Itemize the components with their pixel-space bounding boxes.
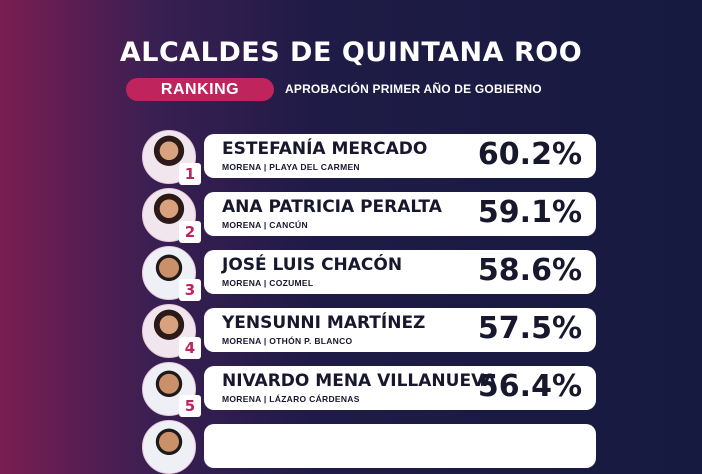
- ranking-row: 5 NIVARDO MENA VILLANUEVA MORENA | LÁZAR…: [0, 360, 702, 417]
- ranking-card: [204, 424, 596, 468]
- ranking-row-partial: [0, 418, 702, 474]
- ranking-badge: RANKING: [126, 78, 274, 101]
- page-title: ALCALDES DE QUINTANA ROO: [119, 37, 583, 68]
- party-city: MORENA | LÁZARO CÁRDENAS: [222, 394, 360, 404]
- approval-value: 60.2%: [477, 137, 582, 172]
- ranking-card: ANA PATRICIA PERALTA MORENA | CANCÚN 59.…: [204, 192, 596, 236]
- ranking-card: YENSUNNI MARTÍNEZ MORENA | OTHÓN P. BLAN…: [204, 308, 596, 352]
- avatar: [142, 420, 196, 474]
- approval-value: 59.1%: [477, 195, 582, 230]
- rank-number: 2: [179, 221, 201, 243]
- rank-number: 1: [179, 163, 201, 185]
- ranking-row: 2 ANA PATRICIA PERALTA MORENA | CANCÚN 5…: [0, 186, 702, 243]
- approval-value: 58.6%: [477, 253, 582, 288]
- mayor-name: ANA PATRICIA PERALTA: [222, 197, 442, 217]
- page-subtitle: APROBACIÓN PRIMER AÑO DE GOBIERNO: [285, 82, 542, 96]
- ranking-row: 1 ESTEFANÍA MERCADO MORENA | PLAYA DEL C…: [0, 128, 702, 185]
- ranking-card: NIVARDO MENA VILLANUEVA MORENA | LÁZARO …: [204, 366, 596, 410]
- approval-value: 57.5%: [477, 311, 582, 346]
- party-city: MORENA | PLAYA DEL CARMEN: [222, 162, 360, 172]
- avatar: 1: [142, 130, 201, 185]
- ranking-card: ESTEFANÍA MERCADO MORENA | PLAYA DEL CAR…: [204, 134, 596, 178]
- approval-value: 56.4%: [477, 369, 582, 404]
- party-city: MORENA | COZUMEL: [222, 278, 314, 288]
- mayor-name: YENSUNNI MARTÍNEZ: [222, 313, 426, 333]
- party-city: MORENA | OTHÓN P. BLANCO: [222, 336, 353, 346]
- rank-number: 5: [179, 395, 201, 417]
- ranking-row: 4 YENSUNNI MARTÍNEZ MORENA | OTHÓN P. BL…: [0, 302, 702, 359]
- avatar: 4: [142, 304, 201, 359]
- mayor-name: JOSÉ LUIS CHACÓN: [222, 255, 403, 275]
- mayor-name: NIVARDO MENA VILLANUEVA: [222, 371, 497, 391]
- rank-number: 3: [179, 279, 201, 301]
- party-city: MORENA | CANCÚN: [222, 220, 308, 230]
- ranking-row: 3 JOSÉ LUIS CHACÓN MORENA | COZUMEL 58.6…: [0, 244, 702, 301]
- rank-number: 4: [179, 337, 201, 359]
- ranking-card: JOSÉ LUIS CHACÓN MORENA | COZUMEL 58.6%: [204, 250, 596, 294]
- avatar: 5: [142, 362, 201, 417]
- avatar: 2: [142, 188, 201, 243]
- mayor-name: ESTEFANÍA MERCADO: [222, 139, 428, 159]
- avatar: 3: [142, 246, 201, 301]
